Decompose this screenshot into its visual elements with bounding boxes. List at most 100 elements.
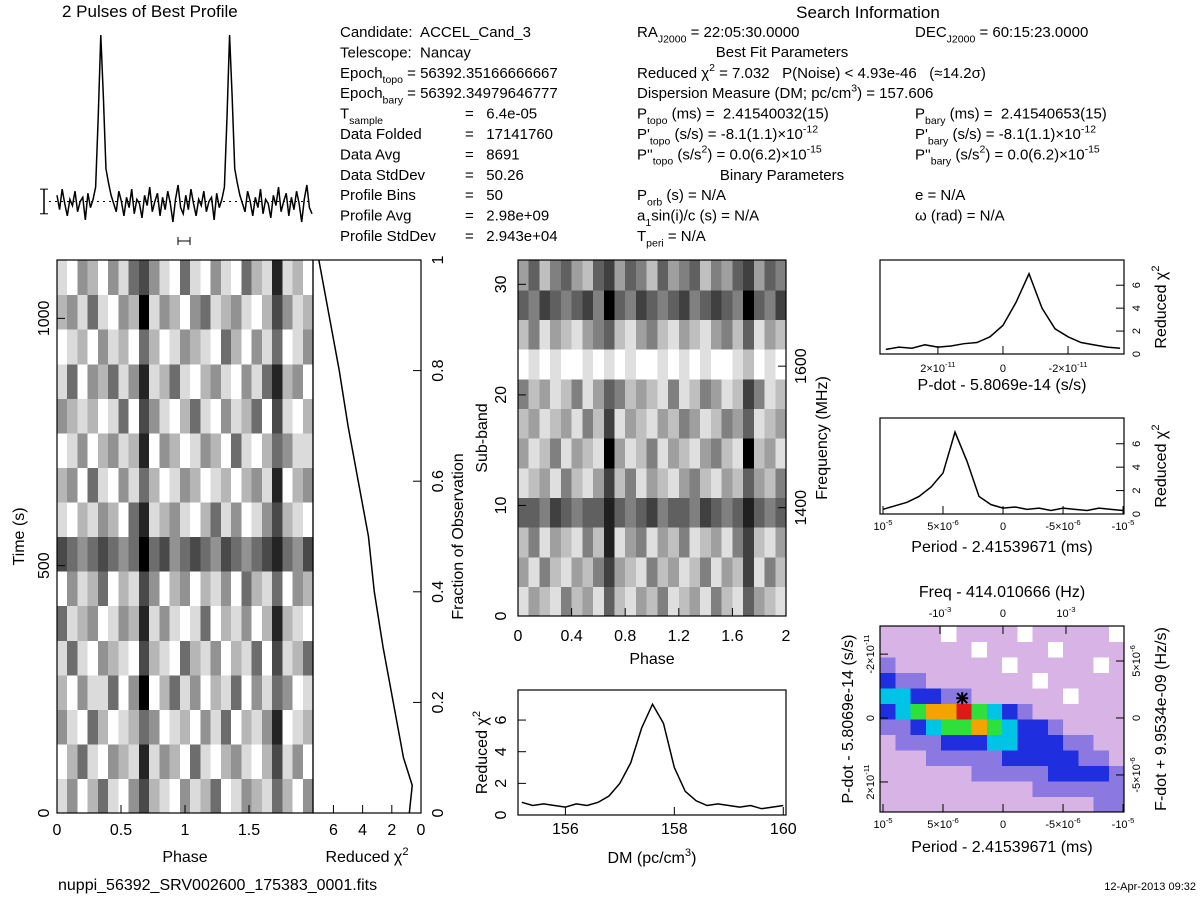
cell	[518, 438, 530, 469]
sup: -6	[1128, 645, 1137, 652]
cell	[138, 536, 150, 572]
cell	[128, 536, 140, 572]
info-label: P''bary (s/s2) = 0.0(6.2)×10-15	[915, 144, 1100, 168]
cell	[200, 329, 212, 365]
cell	[764, 349, 776, 380]
cell	[614, 260, 626, 291]
cell	[518, 349, 530, 380]
cell	[302, 536, 314, 572]
cell	[169, 674, 181, 710]
cell	[261, 571, 273, 607]
cell	[603, 408, 616, 439]
cell	[732, 349, 744, 380]
cell	[149, 536, 160, 572]
cell	[302, 398, 314, 434]
cell	[67, 674, 79, 710]
cell	[560, 408, 573, 439]
cell	[593, 467, 605, 498]
cell	[118, 432, 130, 468]
cell	[721, 527, 733, 558]
cell	[149, 260, 160, 296]
cell	[528, 527, 541, 558]
text-part: 10	[873, 521, 885, 533]
cell	[261, 329, 273, 365]
cell	[603, 319, 616, 350]
cell	[251, 467, 263, 503]
cell	[614, 438, 626, 469]
cell	[775, 289, 787, 320]
cell	[97, 432, 109, 468]
cell	[272, 605, 283, 641]
cell	[210, 605, 222, 641]
cell	[302, 605, 314, 641]
cell	[678, 586, 691, 617]
cell	[941, 719, 957, 736]
chart-title: 2 Pulses of Best Profile	[62, 2, 238, 21]
info-value: = 17141760	[465, 126, 553, 143]
cell	[179, 640, 191, 676]
cell	[190, 501, 201, 538]
sup: -6	[1074, 816, 1081, 825]
cell	[614, 289, 626, 320]
cell	[603, 289, 616, 320]
cell	[1032, 796, 1049, 813]
cell	[721, 289, 733, 320]
cell	[646, 438, 658, 469]
cell	[635, 467, 648, 498]
best-fit-heading: Best Fit Parameters	[716, 44, 849, 61]
cell	[614, 378, 626, 409]
text-part: T	[340, 106, 349, 123]
x-tick-label: 156	[552, 821, 579, 838]
cell	[1032, 734, 1049, 751]
cell	[668, 497, 680, 528]
x-tick-label: 2×10-11	[920, 360, 955, 375]
cell	[880, 796, 896, 813]
cell	[149, 778, 160, 814]
text-part: 2×10	[865, 775, 877, 800]
text-part: = 56392.35166666667	[403, 65, 558, 82]
cell	[282, 743, 294, 780]
text-part: Profile Avg	[340, 208, 411, 225]
cell	[753, 319, 766, 350]
cell	[1063, 626, 1079, 643]
cell	[159, 398, 171, 434]
cell	[87, 260, 99, 296]
cell	[118, 363, 130, 399]
cell	[895, 734, 912, 751]
y-tick-label: 500	[36, 552, 53, 579]
y-axis-label: P-dot - 5.8069e-14 (s/s)	[840, 635, 857, 804]
cell	[689, 260, 701, 291]
cell	[678, 467, 691, 498]
cell	[241, 743, 253, 780]
cell	[118, 501, 130, 538]
cell	[272, 363, 283, 399]
text-part: P	[637, 187, 647, 204]
cell	[169, 398, 181, 434]
y-axis-label: Reduced χ2	[471, 711, 491, 794]
text-part: -2×10	[1049, 363, 1077, 375]
cell	[169, 329, 181, 365]
cell	[732, 586, 744, 617]
cell	[1002, 796, 1018, 813]
cell	[292, 605, 304, 641]
cell	[1108, 657, 1125, 674]
cell	[635, 527, 648, 558]
cell	[159, 467, 171, 503]
text-part: e = N/A	[915, 187, 965, 204]
cell	[1093, 750, 1110, 767]
cell	[625, 408, 637, 439]
cell	[986, 750, 1003, 767]
cell	[743, 260, 755, 291]
cell	[220, 260, 232, 296]
cell	[251, 294, 263, 330]
cell	[190, 571, 201, 607]
y-tick-label: -2×10-11	[862, 635, 877, 674]
cell	[159, 363, 171, 399]
cell	[603, 378, 616, 409]
cell	[700, 497, 712, 528]
cell	[560, 586, 573, 617]
cell	[646, 349, 658, 380]
cell	[282, 432, 294, 468]
cell	[1017, 719, 1034, 736]
cell	[582, 289, 594, 320]
